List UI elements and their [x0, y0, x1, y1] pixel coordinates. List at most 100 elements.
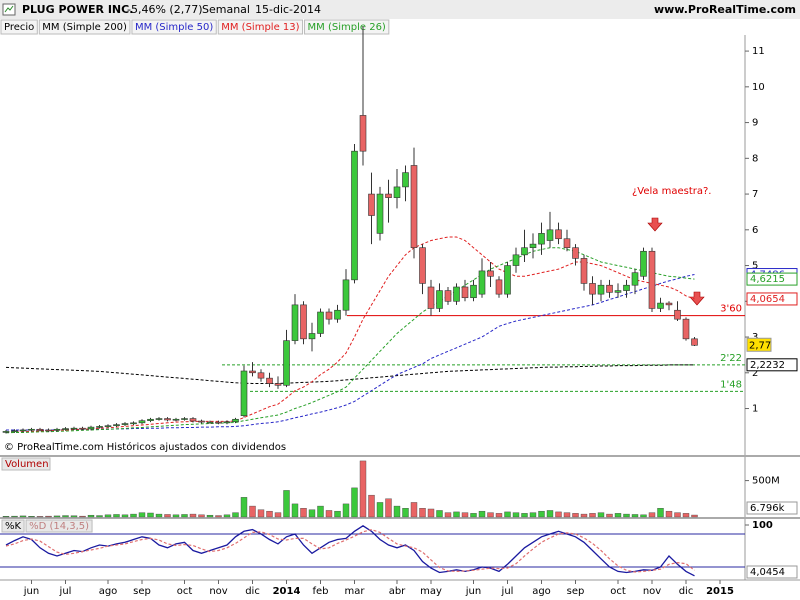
- moving-average: [5, 236, 695, 433]
- volume-bar: [257, 509, 265, 518]
- arrow: [647, 217, 663, 232]
- volume-bar: [521, 513, 528, 518]
- x-tick-label: oct: [177, 586, 193, 597]
- volume-bar: [359, 460, 367, 518]
- candle-body: [368, 193, 375, 216]
- moving-average: [6, 274, 695, 431]
- candle-body: [359, 115, 367, 152]
- legend-box: [0, 19, 38, 35]
- value-label: 4,0454: [750, 567, 785, 578]
- volume-bar: [70, 515, 78, 518]
- candle-body: [198, 420, 205, 423]
- y-tick-label: 9: [752, 118, 758, 129]
- volume-bar: [155, 513, 163, 518]
- volume-bar: [283, 490, 290, 518]
- volume-bar: [334, 510, 341, 518]
- candle-body: [648, 250, 656, 309]
- volume-bar: [274, 512, 282, 518]
- volume-bar: [640, 514, 647, 518]
- x-tick-label: feb: [312, 586, 328, 597]
- volume-bar: [368, 494, 375, 518]
- volume-bar: [563, 512, 571, 518]
- site: www.ProRealTime.com: [654, 3, 796, 16]
- volume-bar: [45, 515, 52, 518]
- candle-body: [504, 265, 511, 295]
- candle-body: [334, 309, 341, 320]
- candle-body: [257, 372, 265, 379]
- y-tick-label: 8: [752, 153, 758, 164]
- value-box: [746, 565, 798, 579]
- volume-bar: [385, 498, 392, 518]
- stochastic-line: [5, 525, 695, 577]
- volume-bar: [325, 510, 333, 518]
- volume-bar: [504, 511, 511, 518]
- candle-body: [470, 284, 477, 299]
- value-label: 4,6215: [750, 274, 785, 285]
- level-label: 1'48: [720, 379, 742, 390]
- volume-bar: [376, 502, 384, 518]
- volume-bar: [436, 510, 443, 518]
- legend-label: %K: [5, 521, 22, 532]
- x-tick-label: may: [420, 586, 442, 597]
- volume-bar: [198, 514, 205, 518]
- volume-bar: [682, 513, 690, 518]
- candle-body: [538, 233, 545, 245]
- volume-bar: [28, 516, 35, 518]
- candle-body: [665, 302, 673, 306]
- level-label: 2'22: [720, 353, 742, 364]
- volume-bar: [19, 515, 27, 518]
- candle-body: [351, 150, 358, 281]
- candle-body: [495, 279, 503, 295]
- value-label: 2,2232: [750, 360, 785, 371]
- volume-bar: [351, 487, 358, 518]
- candle-body: [19, 429, 27, 432]
- candle-body: [104, 425, 112, 427]
- moving-average: [5, 247, 695, 434]
- annotation: ¿Vela maestra?.: [632, 186, 712, 197]
- volume-bar: [691, 514, 698, 518]
- candle-body: [164, 418, 171, 421]
- candle-body: [631, 272, 639, 286]
- icon-glyph: [4, 5, 14, 13]
- candle-body: [189, 418, 197, 422]
- volume-bar: [189, 513, 197, 518]
- candle-body: [232, 418, 239, 423]
- legend-label: Precio: [4, 22, 34, 33]
- volume-bar: [87, 514, 95, 518]
- volume-bar: [206, 514, 214, 518]
- x-tick-label: abr: [389, 586, 406, 597]
- candle-body: [283, 340, 290, 386]
- volume-bar: [240, 497, 248, 518]
- candle-body: [674, 309, 681, 320]
- candle-body: [28, 428, 35, 431]
- volume-bar: [597, 512, 605, 518]
- candle-body: [36, 428, 44, 431]
- volume-bar: [393, 505, 401, 518]
- volume-bar: [249, 505, 256, 518]
- volume-bar: [444, 512, 452, 518]
- candle-body: [53, 428, 61, 431]
- volume-bar: [623, 513, 630, 518]
- volume-bar: [96, 515, 103, 518]
- y-tick-label: 6: [752, 225, 758, 236]
- candle-body: [138, 420, 146, 424]
- legend-label: MM (Simple 13): [221, 22, 299, 33]
- y-tick-label: 10: [752, 82, 765, 93]
- candle-body: [657, 302, 664, 309]
- value-label: 4,0654: [750, 294, 785, 305]
- candle-body: [487, 270, 494, 277]
- candle-body: [274, 383, 282, 386]
- legend-box: [304, 19, 390, 35]
- candle-body: [580, 258, 588, 284]
- legend-box: [38, 19, 131, 35]
- x-tick-label: jul: [501, 586, 514, 597]
- volume-bar: [147, 512, 154, 518]
- candle-body: [223, 421, 231, 424]
- x-tick-label: mar: [345, 586, 366, 597]
- volume-bar: [402, 508, 409, 518]
- x-tick-label: oct: [610, 586, 626, 597]
- legend-label: MM (Simple 26): [308, 22, 386, 33]
- x-tick-label: nov: [643, 586, 661, 597]
- candle-body: [597, 284, 605, 295]
